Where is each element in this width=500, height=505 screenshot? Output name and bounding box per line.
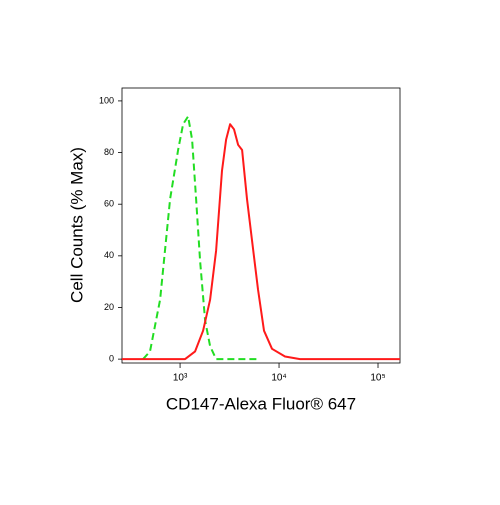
x-tick-label: 10³ xyxy=(173,373,188,384)
x-axis-label: CD147-Alexa Fluor® 647 xyxy=(166,394,356,413)
y-tick-label: 60 xyxy=(104,199,114,209)
y-tick-label: 40 xyxy=(104,250,114,260)
y-tick-label: 0 xyxy=(109,354,114,364)
y-tick-label: 80 xyxy=(104,147,114,157)
y-tick-label: 20 xyxy=(104,302,114,312)
y-tick-label: 100 xyxy=(99,95,114,105)
y-axis-label: Cell Counts (% Max) xyxy=(67,147,86,303)
x-tick-label: 10⁵ xyxy=(370,373,385,384)
x-tick-label: 10⁴ xyxy=(271,373,286,384)
histogram-line xyxy=(142,115,261,361)
plot-frame xyxy=(121,87,401,364)
histogram-line xyxy=(122,123,400,361)
